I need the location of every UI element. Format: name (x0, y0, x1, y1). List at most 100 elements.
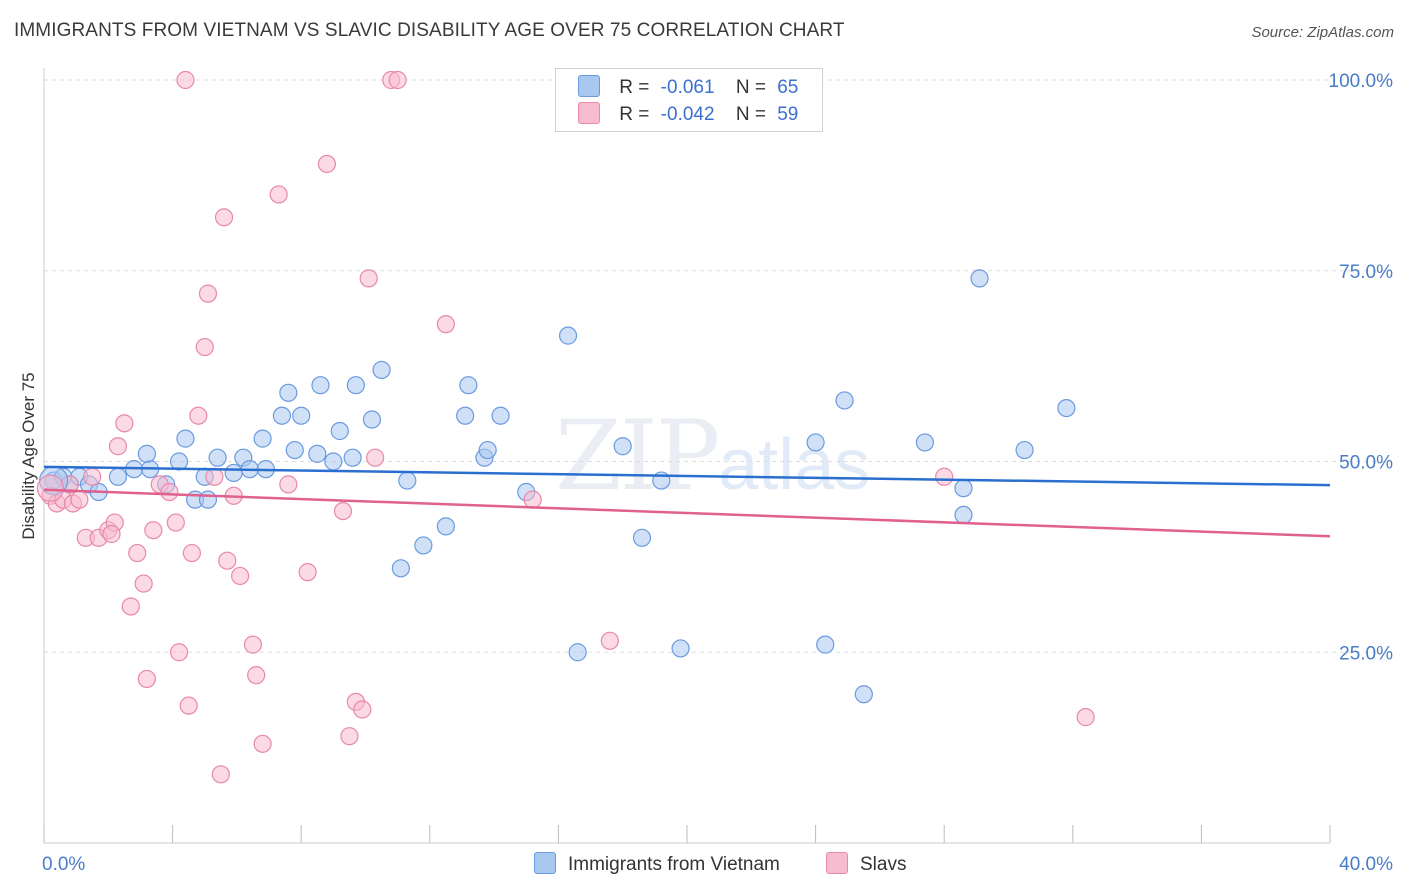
point-vietnam (954, 505, 973, 525)
point-vietnam (970, 269, 989, 288)
point-slavs (600, 631, 619, 650)
point-vietnam (671, 639, 690, 658)
point-slavs (166, 513, 185, 532)
point-vietnam (311, 376, 330, 395)
point-slavs (243, 635, 263, 654)
point-slavs (218, 551, 237, 570)
point-slavs (211, 765, 230, 784)
chart-title: IMMIGRANTS FROM VIETNAM VS SLAVIC DISABI… (14, 20, 845, 41)
point-vietnam (346, 376, 365, 395)
point-slavs (214, 208, 234, 227)
point-vietnam (372, 360, 391, 380)
point-slavs (298, 563, 317, 582)
x-tick-label: 0.0% (42, 854, 85, 875)
point-vietnam (835, 391, 854, 410)
point-vietnam (398, 471, 417, 490)
point-vietnam (613, 437, 632, 456)
point-slavs (115, 414, 134, 433)
point-vietnam (632, 528, 652, 547)
legend-label-slavs: Slavs (860, 854, 907, 875)
watermark-atlas: atlas (718, 425, 871, 505)
legend-swatch-slavs (826, 852, 848, 874)
point-vietnam (324, 452, 343, 471)
point-slavs (182, 543, 201, 563)
point-slavs (231, 566, 250, 586)
point-slavs (83, 467, 102, 486)
point-slavs (333, 501, 353, 521)
point-vietnam (343, 448, 362, 467)
trendline-vietnam (43, 465, 1331, 487)
point-vietnam (806, 433, 825, 452)
point-vietnam (208, 448, 227, 467)
point-vietnam (362, 410, 382, 429)
point-slavs (198, 284, 218, 303)
y-axis-label: Disability Age Over 75 (19, 372, 38, 539)
point-vietnam (272, 406, 292, 425)
r-label: R = (619, 104, 650, 125)
point-vietnam (954, 479, 973, 498)
swatch-vietnam (578, 75, 600, 97)
point-vietnam (198, 490, 218, 509)
point-slavs (436, 315, 455, 334)
stats-legend: R = -0.061 N = 65 R = -0.042 N = 59 (555, 68, 823, 132)
r-label: R = (619, 77, 650, 98)
legend-swatch-vietnam (534, 852, 556, 874)
point-slavs (205, 467, 224, 486)
y-tick-label: 25.0% (1339, 643, 1393, 664)
legend-label-vietnam: Immigrants from Vietnam (568, 854, 780, 875)
stats-row-vietnam: R = -0.061 N = 65 (578, 75, 798, 101)
stats-row-slavs: R = -0.042 N = 59 (578, 102, 798, 128)
point-slavs (108, 437, 128, 456)
r-value: -0.042 (660, 104, 715, 125)
point-slavs (195, 337, 214, 357)
point-vietnam (1015, 440, 1034, 460)
point-vietnam (292, 406, 311, 425)
point-slavs (359, 269, 378, 288)
n-label: N = (735, 77, 766, 98)
n-value: 59 (777, 104, 799, 125)
point-vietnam (816, 635, 835, 654)
legend-item-slavs: Slavs (826, 852, 906, 876)
x-tick-label: 40.0% (1339, 854, 1393, 875)
watermark-zip: ZIP (555, 400, 720, 512)
point-slavs (247, 666, 266, 685)
point-slavs-cluster (36, 474, 65, 502)
point-slavs (523, 490, 542, 509)
point-slavs (388, 70, 407, 90)
point-vietnam (330, 421, 349, 441)
watermark: ZIPatlas (555, 400, 870, 512)
point-vietnam (915, 433, 935, 452)
y-tick-label: 75.0% (1339, 262, 1393, 283)
r-value: -0.061 (660, 77, 715, 98)
point-slavs (169, 643, 189, 662)
point-slavs (279, 475, 298, 494)
point-slavs (134, 574, 153, 593)
point-slavs (70, 490, 89, 509)
point-vietnam (308, 444, 327, 463)
point-slavs (1076, 708, 1095, 727)
point-vietnam (478, 440, 497, 460)
point-vietnam (414, 536, 433, 555)
point-slavs (253, 734, 272, 753)
point-vietnam (391, 559, 410, 578)
legend-item-vietnam: Immigrants from Vietnam (534, 852, 780, 876)
point-vietnam (253, 429, 272, 448)
point-slavs (121, 597, 140, 616)
point-slavs (935, 467, 954, 486)
point-vietnam (108, 467, 128, 486)
point-slavs (269, 185, 288, 204)
point-vietnam (1057, 398, 1076, 418)
y-tick-label: 50.0% (1339, 453, 1393, 474)
point-slavs (144, 521, 163, 540)
trendline-slavs (43, 488, 1331, 538)
point-slavs (317, 154, 337, 174)
y-tick-label: 100.0% (1329, 71, 1394, 92)
point-vietnam (224, 463, 243, 483)
n-value: 65 (777, 77, 799, 98)
point-slavs (160, 482, 179, 502)
swatch-slavs (578, 102, 600, 124)
point-vietnam (558, 326, 578, 345)
point-slavs (137, 669, 156, 689)
point-vietnam (459, 376, 478, 395)
